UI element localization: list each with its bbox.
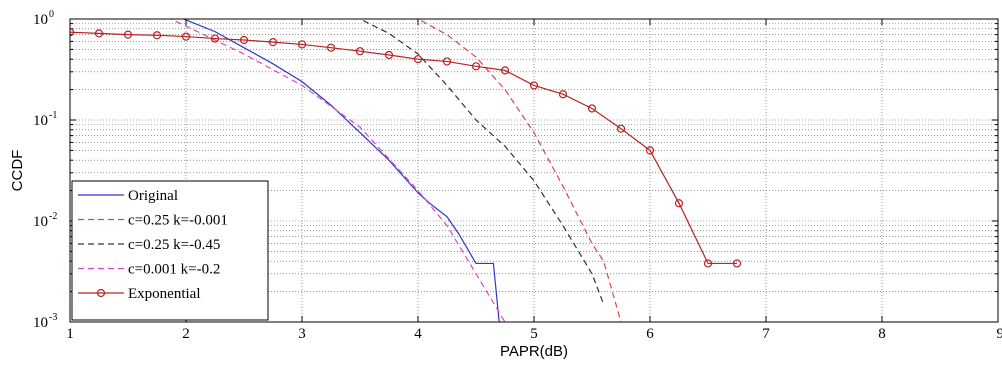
series-point xyxy=(70,28,75,37)
y-tick-label: 10 xyxy=(33,12,48,28)
legend-box xyxy=(71,180,269,321)
y-tick-exponent: -1 xyxy=(49,110,57,121)
series-point xyxy=(587,104,597,113)
legend-marker xyxy=(96,288,106,298)
series-point xyxy=(384,50,394,60)
plot-series xyxy=(70,19,742,322)
legend-label: c=0.001 k=-0.2 xyxy=(128,262,220,278)
series-point xyxy=(500,66,510,75)
y-tick-label: 10 xyxy=(33,113,48,129)
series-point xyxy=(152,31,162,40)
series-point xyxy=(558,90,568,99)
y-tick-exponent: -2 xyxy=(49,211,57,222)
series-point xyxy=(268,38,278,47)
series-line-1 xyxy=(417,19,622,322)
series-point xyxy=(645,146,655,155)
y-tick-exponent: -3 xyxy=(49,312,57,323)
series-line-3 xyxy=(169,19,506,322)
series-point xyxy=(529,81,539,90)
legend-label: Original xyxy=(128,188,178,204)
x-tick-label: 1 xyxy=(66,326,74,342)
y-tick-label: 10 xyxy=(33,315,48,331)
x-tick-label: 4 xyxy=(414,326,422,342)
legend-label: c=0.25 k=-0.001 xyxy=(128,213,228,229)
x-tick-label: 3 xyxy=(298,326,306,342)
series-point xyxy=(239,35,249,45)
x-tick-labels: 1 2 3 4 5 6 7 8 9 xyxy=(66,326,1002,342)
x-tick-label: 6 xyxy=(646,326,654,342)
series-line-4 xyxy=(70,31,737,265)
legend-label: Exponential xyxy=(128,286,200,302)
series-point xyxy=(355,47,365,56)
series-point xyxy=(326,43,336,52)
series-point xyxy=(616,124,626,133)
plot-frame xyxy=(69,18,999,323)
series-point xyxy=(181,32,191,41)
series-line-2 xyxy=(359,19,605,305)
series-point xyxy=(442,57,452,66)
series-point xyxy=(674,199,684,208)
x-tick-label: 9 xyxy=(997,326,1002,342)
series-point xyxy=(413,55,423,64)
x-tick-label: 2 xyxy=(182,326,190,342)
x-tick-label: 7 xyxy=(762,326,770,342)
x-tick-label: 5 xyxy=(530,326,538,342)
series-point xyxy=(471,62,481,71)
y-tick-label: 10 xyxy=(33,214,48,230)
y-axis-label: CCDF xyxy=(9,150,26,192)
legend-label: c=0.25 k=-0.45 xyxy=(128,237,220,253)
x-axis-label: PAPR(dB) xyxy=(500,343,568,360)
y-tick-exponent: 0 xyxy=(49,9,54,20)
series-point xyxy=(210,34,220,43)
series-point xyxy=(297,40,307,49)
series-point xyxy=(94,29,104,38)
series-point xyxy=(123,30,133,39)
x-tick-label: 8 xyxy=(878,326,886,342)
series-point xyxy=(732,259,742,268)
legend: Original c=0.25 k=-0.001 c=0.25 k=-0.45 c=0… xyxy=(71,180,269,321)
series-point xyxy=(703,259,713,268)
